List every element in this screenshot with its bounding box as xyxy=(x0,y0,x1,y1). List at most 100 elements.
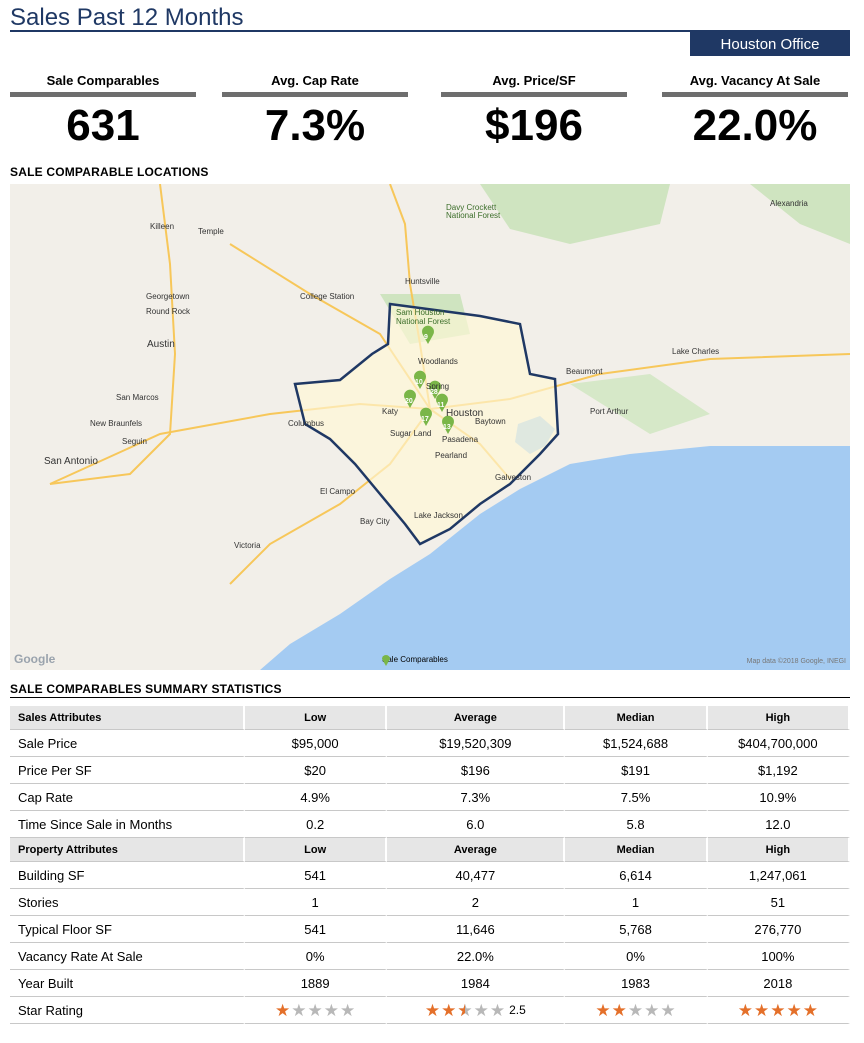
table-cell: $95,000 xyxy=(245,730,388,757)
row-label: Vacancy Rate At Sale xyxy=(10,943,245,970)
svg-text:20: 20 xyxy=(405,398,413,405)
table-cell: $196 xyxy=(387,757,566,784)
table-cell: 0% xyxy=(565,943,708,970)
map-section-title: SALE COMPARABLE LOCATIONS xyxy=(10,165,209,179)
summary-statistics-table: Sales Attributes Low Average Median High Sale… xyxy=(10,706,850,1024)
kpi-price-sf: Avg. Price/SF $196 xyxy=(441,72,627,151)
star-icon: ★ xyxy=(660,1000,676,1020)
table-row: Year Built 1889 1984 1983 2018 xyxy=(10,970,850,997)
kpi-label: Avg. Cap Rate xyxy=(271,73,359,88)
svg-text:National Forest: National Forest xyxy=(446,211,501,220)
svg-text:Spring: Spring xyxy=(426,382,449,391)
svg-text:Beaumont: Beaumont xyxy=(566,367,603,376)
row-label: Cap Rate xyxy=(10,784,245,811)
star-icon: ★ xyxy=(770,1000,786,1020)
table-cell: 2018 xyxy=(707,970,850,997)
svg-text:Davy Crockett: Davy Crockett xyxy=(446,203,497,212)
svg-text:Columbus: Columbus xyxy=(288,419,324,428)
svg-text:Lake Jackson: Lake Jackson xyxy=(414,511,463,520)
star-rating: ★ ★ ★ ★ ★ xyxy=(275,1002,355,1019)
table-cell: 1983 xyxy=(565,970,708,997)
table-cell: 40,477 xyxy=(387,862,566,889)
svg-text:National Forest: National Forest xyxy=(396,317,451,326)
svg-text:Lake Charles: Lake Charles xyxy=(672,347,719,356)
table-cell: $19,520,309 xyxy=(387,730,566,757)
column-header: Average xyxy=(387,838,566,862)
table-cell: 11,646 xyxy=(387,916,566,943)
svg-text:Austin: Austin xyxy=(147,339,175,350)
star-rating-cell: ★★★★★2.5 xyxy=(387,997,566,1024)
map-canvas: Temple Killeen Georgetown Round Rock Aus… xyxy=(44,184,850,670)
legend-label: Sale Comparables xyxy=(382,655,448,664)
kpi-value: 631 xyxy=(66,101,140,150)
table-cell: 2 xyxy=(387,889,566,916)
property-attributes-header: Property Attributes Low Average Median High xyxy=(10,838,850,862)
star-icon: ★ xyxy=(644,1000,660,1020)
table-cell: 100% xyxy=(707,943,850,970)
svg-text:New Braunfels: New Braunfels xyxy=(90,419,142,428)
kpi-label: Avg. Vacancy At Sale xyxy=(689,73,821,88)
star-icon: ★ xyxy=(489,1000,506,1020)
kpi-cap-rate: Avg. Cap Rate 7.3% xyxy=(222,72,408,151)
star-rating-cell: ★ ★ ★ ★ ★ xyxy=(565,997,708,1024)
row-label: Time Since Sale in Months xyxy=(10,811,245,838)
svg-text:Killeen: Killeen xyxy=(150,222,174,231)
star-icon: ★ xyxy=(424,1000,441,1020)
table-row: Building SF 541 40,477 6,614 1,247,061 xyxy=(10,862,850,889)
svg-text:Woodlands: Woodlands xyxy=(418,357,458,366)
row-label: Stories xyxy=(10,889,245,916)
legend-marker-icon xyxy=(382,655,390,666)
kpi-label: Avg. Price/SF xyxy=(492,73,576,88)
svg-text:Seguin: Seguin xyxy=(122,437,147,446)
star-icon: ★ xyxy=(627,1000,644,1020)
kpi-bar xyxy=(441,92,627,97)
table-cell: 6.0 xyxy=(387,811,566,838)
svg-text:Georgetown: Georgetown xyxy=(146,292,190,301)
kpi-sale-comparables: Sale Comparables 631 xyxy=(10,72,196,151)
star-icon: ★ xyxy=(473,1000,489,1020)
star-icon: ★ xyxy=(441,1000,457,1020)
kpi-value: 7.3% xyxy=(264,101,366,150)
svg-text:Katy: Katy xyxy=(382,407,398,416)
svg-text:Round Rock: Round Rock xyxy=(146,307,191,316)
svg-text:Bay City: Bay City xyxy=(360,517,390,526)
svg-text:San Marcos: San Marcos xyxy=(116,393,159,402)
row-label: Sale Price xyxy=(10,730,245,757)
table-cell: 4.9% xyxy=(245,784,388,811)
svg-text:Temple: Temple xyxy=(198,227,224,236)
table-row: Vacancy Rate At Sale 0% 22.0% 0% 100% xyxy=(10,943,850,970)
table-cell: 1 xyxy=(245,889,388,916)
column-header: Median xyxy=(565,706,708,730)
office-badge: Houston Office xyxy=(690,32,850,56)
svg-text:11: 11 xyxy=(437,402,445,409)
star-icon: ★ xyxy=(323,1000,340,1020)
section-header-label: Property Attributes xyxy=(10,838,245,862)
table-cell: 7.3% xyxy=(387,784,566,811)
svg-text:Sam Houston: Sam Houston xyxy=(396,308,444,317)
table-cell: $191 xyxy=(565,757,708,784)
column-header: Low xyxy=(245,706,388,730)
svg-text:13: 13 xyxy=(443,424,451,431)
svg-text:17: 17 xyxy=(421,416,429,423)
svg-text:9: 9 xyxy=(424,334,428,341)
table-cell: 0% xyxy=(245,943,388,970)
table-row: Cap Rate 4.9% 7.3% 7.5% 10.9% xyxy=(10,784,850,811)
table-cell: $1,192 xyxy=(707,757,850,784)
table-cell: 12.0 xyxy=(707,811,850,838)
kpi-label: Sale Comparables xyxy=(46,73,160,88)
table-cell: 10.9% xyxy=(707,784,850,811)
kpi-value: 22.0% xyxy=(692,101,818,150)
star-icon: ★ xyxy=(737,1000,753,1020)
locations-map[interactable]: Temple Killeen Georgetown Round Rock Aus… xyxy=(10,184,850,670)
kpi-value: $196 xyxy=(485,101,583,150)
svg-text:Pasadena: Pasadena xyxy=(442,435,479,444)
row-label: Price Per SF xyxy=(10,757,245,784)
svg-text:Pearland: Pearland xyxy=(435,451,467,460)
table-cell: 1 xyxy=(565,889,708,916)
kpi-bar xyxy=(662,92,848,97)
star-icon: ★ xyxy=(611,1000,627,1020)
svg-text:El Campo: El Campo xyxy=(320,487,356,496)
table-cell: 1889 xyxy=(245,970,388,997)
table-cell: 5.8 xyxy=(565,811,708,838)
star-rating-cell: ★ ★ ★ ★ ★ xyxy=(707,997,850,1024)
